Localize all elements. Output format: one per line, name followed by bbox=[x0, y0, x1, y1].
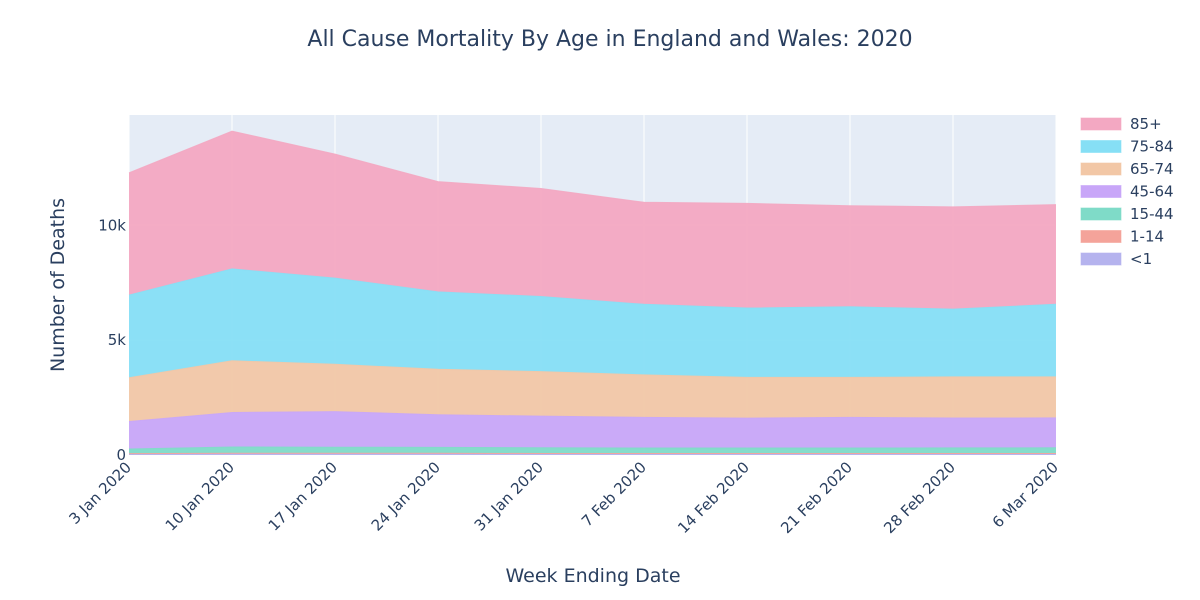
legend-label: 1-14 bbox=[1130, 228, 1164, 246]
area-edge-line bbox=[128, 360, 1056, 379]
legend-item[interactable]: 15-44 bbox=[1080, 205, 1174, 223]
y-tick-label: 10k bbox=[98, 216, 126, 234]
legend-item[interactable]: 65-74 bbox=[1080, 160, 1174, 178]
legend-swatch bbox=[1080, 230, 1122, 243]
stacked-areas bbox=[128, 130, 1057, 455]
area-edge-line bbox=[128, 411, 1057, 422]
legend-item[interactable]: <1 bbox=[1080, 250, 1152, 268]
area-45-64 bbox=[129, 411, 1056, 449]
legend-item[interactable]: 75-84 bbox=[1080, 138, 1174, 156]
legend-item[interactable]: 85+ bbox=[1080, 115, 1162, 133]
legend-item[interactable]: 45-64 bbox=[1080, 183, 1174, 201]
legend: 85+ 75-84 65-74 45-64 15-44 1-14 <1 bbox=[1080, 115, 1174, 268]
area-edge-line bbox=[128, 446, 1057, 450]
area-85 bbox=[129, 131, 1056, 310]
y-tick-label: 5k bbox=[108, 331, 127, 349]
legend-label: 15-44 bbox=[1130, 205, 1174, 223]
legend-swatch bbox=[1080, 185, 1122, 198]
legend-label: 85+ bbox=[1130, 115, 1162, 133]
y-axis-ticks: 0 5k 10k bbox=[98, 216, 126, 464]
legend-swatch bbox=[1080, 117, 1122, 131]
legend-swatch bbox=[1080, 207, 1122, 221]
x-axis-title: Week Ending Date bbox=[505, 565, 680, 587]
legend-item[interactable]: 1-14 bbox=[1080, 228, 1164, 246]
legend-swatch bbox=[1080, 252, 1122, 266]
area-15-44 bbox=[129, 447, 1056, 454]
legend-label: 65-74 bbox=[1130, 160, 1174, 178]
y-axis-title: Number of Deaths bbox=[47, 198, 69, 372]
area-65-74 bbox=[129, 360, 1056, 422]
area-edge-line bbox=[128, 268, 1057, 310]
legend-label: <1 bbox=[1130, 250, 1152, 268]
chart-title: All Cause Mortality By Age in England an… bbox=[307, 27, 912, 52]
legend-swatch bbox=[1080, 140, 1122, 153]
legend-label: 75-84 bbox=[1130, 138, 1174, 156]
area-75-84 bbox=[129, 268, 1056, 378]
legend-label: 45-64 bbox=[1130, 183, 1174, 201]
legend-swatch bbox=[1080, 162, 1122, 176]
y-tick-label: 0 bbox=[116, 446, 126, 464]
area-edge-line bbox=[128, 130, 1057, 208]
